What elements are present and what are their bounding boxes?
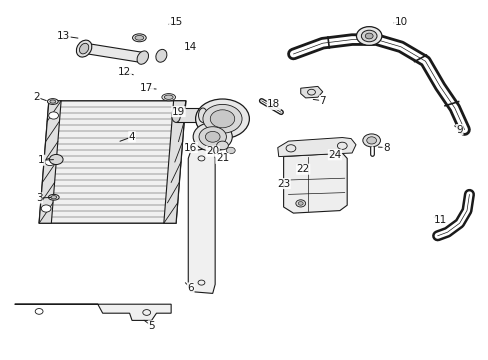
- Ellipse shape: [79, 43, 89, 54]
- Text: 5: 5: [148, 321, 155, 331]
- Circle shape: [295, 200, 305, 207]
- Text: 21: 21: [215, 153, 229, 163]
- Ellipse shape: [162, 94, 175, 101]
- Ellipse shape: [132, 34, 146, 42]
- Text: 19: 19: [171, 107, 185, 117]
- Circle shape: [203, 104, 242, 133]
- Circle shape: [356, 27, 381, 45]
- Circle shape: [298, 202, 303, 205]
- Polygon shape: [300, 86, 322, 98]
- Text: 22: 22: [296, 164, 309, 174]
- Text: 20: 20: [206, 146, 219, 156]
- Text: 14: 14: [183, 42, 197, 52]
- Text: 11: 11: [432, 215, 446, 225]
- Ellipse shape: [51, 196, 57, 199]
- Polygon shape: [85, 43, 144, 63]
- Ellipse shape: [137, 51, 148, 64]
- Circle shape: [193, 122, 232, 151]
- Circle shape: [210, 110, 234, 128]
- Circle shape: [362, 134, 380, 147]
- Text: 18: 18: [266, 99, 280, 109]
- Polygon shape: [39, 101, 185, 223]
- Text: 1: 1: [38, 155, 45, 165]
- Ellipse shape: [164, 95, 173, 99]
- Ellipse shape: [156, 49, 166, 62]
- Polygon shape: [277, 138, 355, 157]
- Circle shape: [49, 112, 59, 119]
- Ellipse shape: [76, 40, 92, 57]
- Text: 8: 8: [382, 143, 389, 153]
- Circle shape: [216, 141, 228, 150]
- Polygon shape: [39, 101, 61, 223]
- Ellipse shape: [48, 194, 59, 200]
- Text: 6: 6: [187, 283, 194, 293]
- Polygon shape: [188, 148, 215, 293]
- Polygon shape: [163, 101, 185, 223]
- Circle shape: [226, 147, 235, 154]
- Circle shape: [199, 127, 226, 147]
- Text: 2: 2: [33, 92, 40, 102]
- Circle shape: [365, 33, 372, 39]
- Ellipse shape: [171, 108, 180, 122]
- Text: 12: 12: [118, 67, 131, 77]
- Circle shape: [366, 137, 376, 144]
- Text: 24: 24: [327, 150, 341, 160]
- Circle shape: [361, 30, 376, 42]
- Polygon shape: [283, 153, 346, 213]
- Ellipse shape: [198, 108, 207, 122]
- Polygon shape: [176, 108, 203, 122]
- Ellipse shape: [135, 36, 143, 40]
- Text: 17: 17: [140, 83, 153, 93]
- Text: 10: 10: [394, 17, 407, 27]
- Circle shape: [195, 99, 249, 139]
- Circle shape: [41, 205, 51, 212]
- Text: 3: 3: [36, 193, 42, 203]
- Ellipse shape: [50, 100, 56, 103]
- Circle shape: [49, 154, 63, 165]
- Text: 23: 23: [276, 179, 290, 189]
- Circle shape: [45, 158, 55, 166]
- Ellipse shape: [47, 99, 58, 104]
- Text: 13: 13: [57, 31, 70, 41]
- Circle shape: [205, 131, 220, 142]
- Text: 9: 9: [455, 125, 462, 135]
- Text: 15: 15: [169, 17, 183, 27]
- Polygon shape: [15, 304, 171, 320]
- Text: 7: 7: [319, 96, 325, 106]
- Text: 16: 16: [183, 143, 197, 153]
- Text: 4: 4: [128, 132, 135, 142]
